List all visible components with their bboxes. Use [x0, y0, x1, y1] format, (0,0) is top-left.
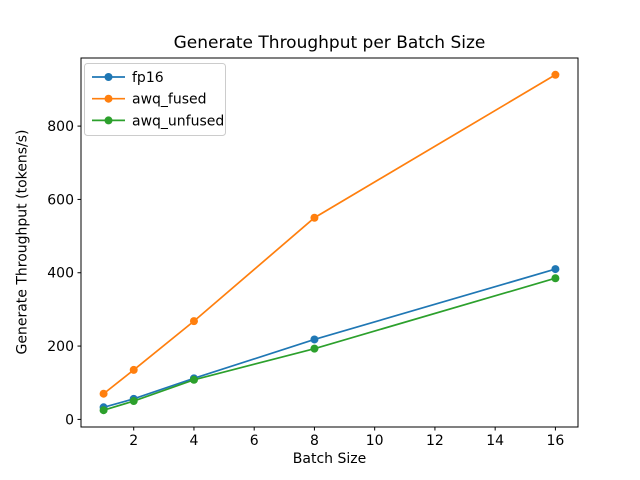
- x-tick-label: 4: [189, 433, 198, 449]
- legend-label-awq_fused: awq_fused: [132, 92, 207, 108]
- legend-label-awq_unfused: awq_unfused: [132, 113, 224, 129]
- x-tick-label: 8: [310, 433, 319, 449]
- y-tick-label: 200: [47, 339, 74, 355]
- y-tick-label: 0: [65, 412, 74, 428]
- legend-marker-fp16: [104, 73, 113, 81]
- data-point-fp16: [310, 335, 319, 344]
- series-line-awq_unfused: [103, 277, 556, 412]
- x-tick-label: 16: [546, 433, 564, 449]
- legend-label-fp16: fp16: [132, 70, 164, 86]
- legend-marker-awq_unfused: [104, 116, 113, 125]
- legend-frame: [84, 63, 226, 136]
- legend-marker-awq_fused: [104, 94, 113, 103]
- data-point-fp16: [551, 265, 560, 274]
- data-point-awq_fused: [129, 365, 138, 374]
- data-point-awq_fused: [551, 70, 560, 79]
- data-point-awq_unfused: [551, 274, 560, 283]
- y-tick-label: 400: [47, 266, 74, 282]
- x-tick-label: 12: [426, 433, 444, 449]
- data-point-awq_unfused: [189, 375, 198, 384]
- data-point-awq_fused: [99, 389, 108, 398]
- x-tick-label: 10: [366, 433, 384, 449]
- y-tick-label: 800: [47, 119, 74, 135]
- data-point-awq_fused: [189, 317, 198, 326]
- data-point-awq_unfused: [99, 406, 108, 415]
- y-tick-label: 600: [47, 192, 74, 208]
- data-point-awq_unfused: [310, 344, 319, 353]
- x-axis-label: Batch Size: [292, 451, 367, 467]
- x-tick-label: 6: [250, 433, 259, 449]
- series-line-fp16: [103, 268, 556, 409]
- axes-spines: [80, 57, 579, 428]
- data-point-awq_fused: [310, 213, 319, 222]
- x-tick-label: 14: [486, 433, 504, 449]
- data-point-awq_unfused: [129, 397, 138, 406]
- x-tick-label: 2: [129, 433, 138, 449]
- chart-title: Generate Throughput per Batch Size: [173, 33, 486, 53]
